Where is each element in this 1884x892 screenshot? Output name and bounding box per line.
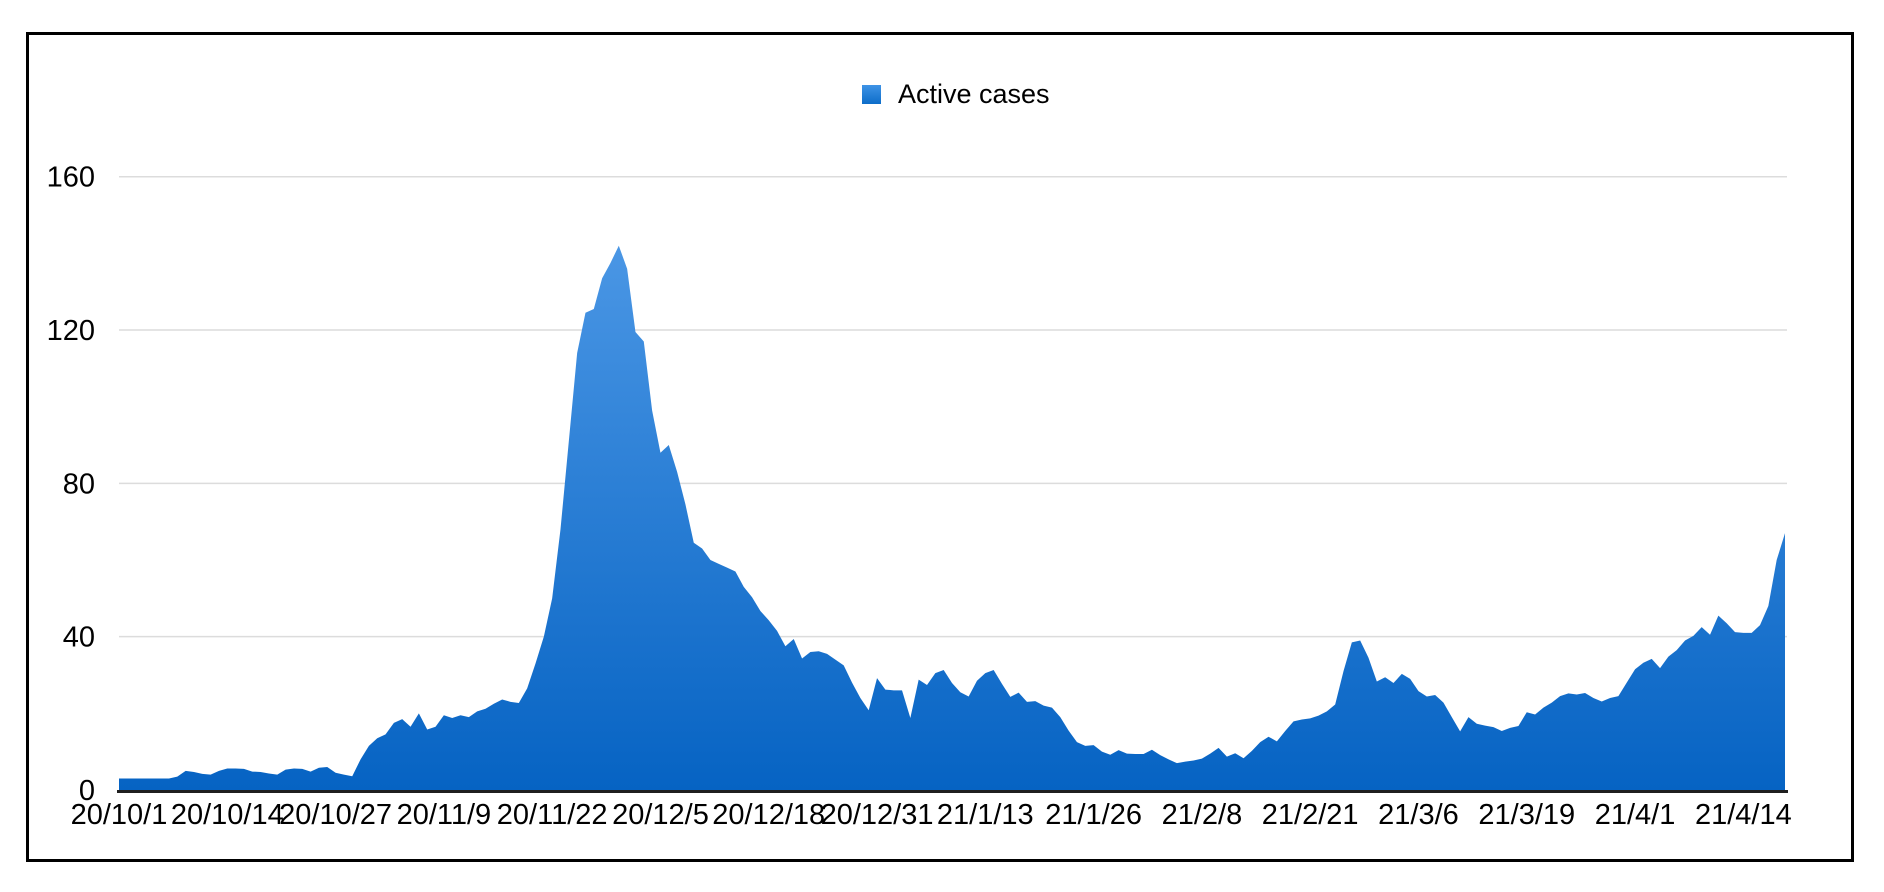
x-tick-label-11: 21/2/21 (1262, 799, 1359, 831)
y-tick-label-120: 120 (47, 315, 95, 347)
x-tick-label-14: 21/4/1 (1595, 799, 1676, 831)
x-tick-label-1: 20/10/14 (171, 799, 284, 831)
x-tick-label-2: 20/10/27 (279, 799, 392, 831)
x-tick-label-8: 21/1/13 (937, 799, 1034, 831)
legend-label: Active cases (898, 79, 1050, 109)
active-cases-area-series (119, 245, 1785, 790)
legend-swatch (862, 85, 881, 104)
x-tick-label-4: 20/11/22 (497, 799, 608, 831)
x-tick-label-15: 21/4/14 (1695, 799, 1792, 831)
x-tick-label-3: 20/11/9 (397, 799, 492, 831)
x-tick-label-5: 20/12/5 (612, 799, 709, 831)
gridlines (119, 175, 1787, 638)
y-tick-label-40: 40 (63, 622, 95, 654)
legend: Active cases (862, 79, 1050, 109)
x-tick-label-10: 21/2/8 (1162, 799, 1243, 831)
x-tick-label-9: 21/1/26 (1045, 799, 1142, 831)
x-tick-label-12: 21/3/6 (1378, 799, 1459, 831)
x-tick-label-13: 21/3/19 (1478, 799, 1575, 831)
y-tick-label-160: 160 (47, 162, 95, 194)
x-tick-label-0: 20/10/1 (71, 799, 168, 831)
y-tick-label-0: 0 (79, 775, 95, 807)
y-axis-labels: 0 40 80 120 160 (47, 162, 95, 807)
x-tick-label-7: 20/12/31 (821, 799, 934, 831)
y-tick-label-80: 80 (63, 468, 95, 500)
x-tick-label-6: 20/12/18 (712, 799, 825, 831)
